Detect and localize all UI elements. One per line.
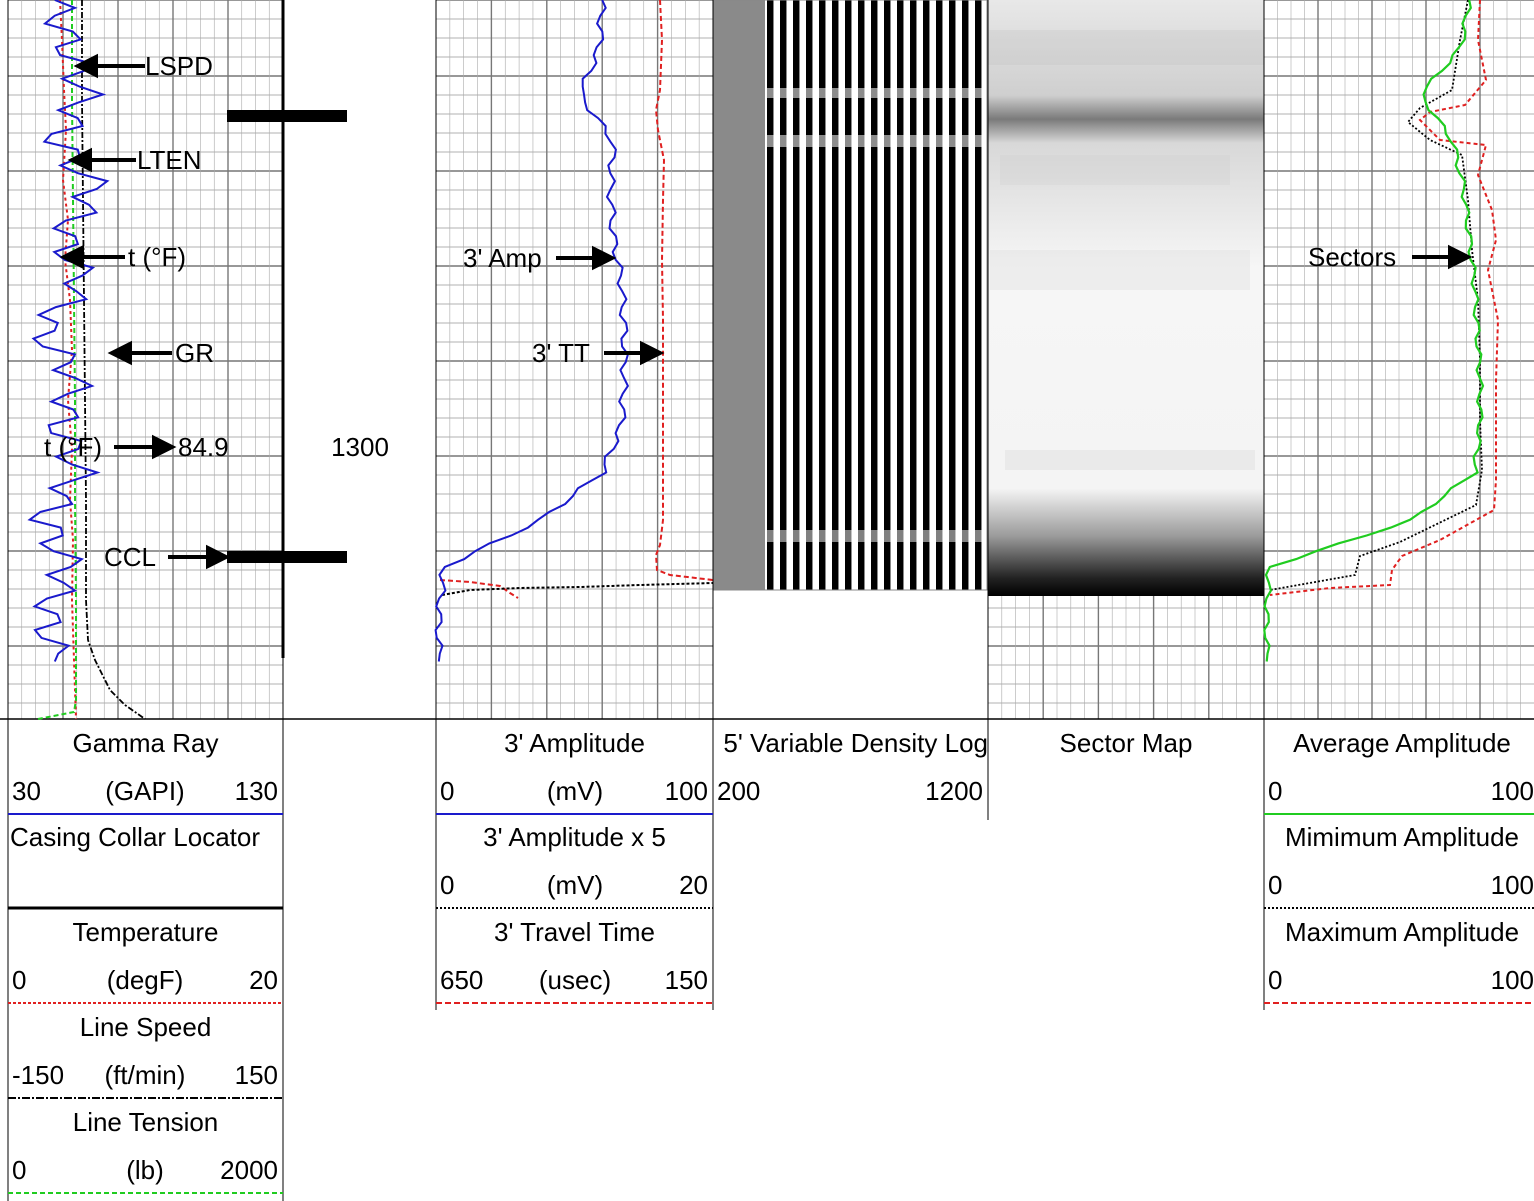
amplitude-x5-min: 0 [440, 870, 455, 900]
max-amp-max: 100 [1490, 965, 1534, 995]
temperature-min: 0 [12, 965, 27, 995]
ccl-title: Casing Collar Locator [10, 822, 261, 852]
annotation-amp: 3' Amp [463, 243, 542, 273]
depth-label: 1300 [331, 432, 389, 462]
annotation-sectors: Sectors [1308, 242, 1396, 272]
max-amp-min: 0 [1268, 965, 1283, 995]
avg-amp-max: 100 [1490, 776, 1534, 806]
amplitude-x5-max: 20 [679, 870, 708, 900]
amplitude-max: 100 [664, 776, 708, 806]
vdl-image [712, 0, 988, 591]
header-lines [8, 813, 1534, 1194]
annotation-lten: LTEN [137, 145, 202, 175]
gamma-ray-max: 130 [234, 776, 278, 806]
line-speed-min: -150 [12, 1060, 65, 1090]
amplitude-x5-title: 3' Amplitude x 5 [483, 822, 666, 852]
curve-annotations [59, 53, 1473, 570]
annotation-gr: GR [175, 338, 214, 368]
annotation-lspd: LSPD [145, 51, 213, 81]
travel-time-curve [654, 0, 714, 581]
line-tension-min: 0 [12, 1155, 27, 1185]
travel-time-min: 650 [440, 965, 484, 995]
amplitude-title: 3' Amplitude [504, 728, 645, 758]
min-amp-max: 100 [1490, 870, 1534, 900]
amplitude-min: 0 [440, 776, 455, 806]
line-speed-title: Line Speed [79, 1012, 212, 1042]
annotation-ccl: CCL [104, 542, 156, 572]
line-tension-title: Line Tension [72, 1107, 219, 1137]
depth-marker-lower [227, 551, 347, 563]
avg-amp-title: Average Amplitude [1293, 728, 1511, 758]
travel-time-max: 150 [664, 965, 708, 995]
travel-time-title: 3' Travel Time [493, 917, 655, 947]
line-speed-curve [81, 0, 146, 720]
amplitude-unit: (mV) [546, 776, 604, 806]
vdl-max: 1200 [925, 776, 983, 806]
max-amplitude-curve [1269, 0, 1500, 596]
min-amp-min: 0 [1268, 870, 1283, 900]
avg-amp-min: 0 [1268, 776, 1283, 806]
line-speed-unit: (ft/min) [104, 1060, 186, 1090]
annotation-temp-bottom: t (°F) [44, 432, 102, 462]
sector-map-title: Sector Map [1059, 728, 1193, 758]
vdl-title-clip: 5' Variable Density Log [713, 720, 988, 760]
temperature-title: Temperature [72, 917, 219, 947]
gamma-ray-min: 30 [12, 776, 41, 806]
amplitude-curve [434, 0, 630, 662]
line-tension-unit: (lb) [126, 1155, 164, 1185]
amplitude-x5-curve [441, 582, 714, 596]
average-amplitude-curve [1263, 0, 1485, 662]
min-amp-title: Mimimum Amplitude [1284, 822, 1520, 852]
annotation-temp-top: t (°F) [128, 242, 186, 272]
gamma-ray-title: Gamma Ray [72, 728, 219, 758]
vdl-min: 200 [717, 776, 761, 806]
line-tension-max: 2000 [220, 1155, 278, 1185]
min-amplitude-curve [1269, 0, 1483, 591]
temperature-unit: (degF) [106, 965, 184, 995]
annotation-tt: 3' TT [532, 338, 590, 368]
travel-time-curve-lower [439, 579, 519, 599]
depth-marker-upper [227, 110, 347, 122]
sector-map-image [988, 0, 1264, 596]
vdl-title: 5' Variable Density Log [723, 728, 988, 758]
temperature-curve [59, 0, 77, 720]
amplitude-x5-unit: (mV) [546, 870, 604, 900]
gamma-ray-curve [27, 0, 110, 662]
temperature-max: 20 [249, 965, 278, 995]
travel-time-unit: (usec) [538, 965, 612, 995]
gamma-ray-unit: (GAPI) [105, 776, 185, 806]
max-amp-title: Maximum Amplitude [1284, 917, 1520, 947]
annotation-temp-value: 84.9 [178, 432, 229, 462]
line-speed-max: 150 [234, 1060, 278, 1090]
